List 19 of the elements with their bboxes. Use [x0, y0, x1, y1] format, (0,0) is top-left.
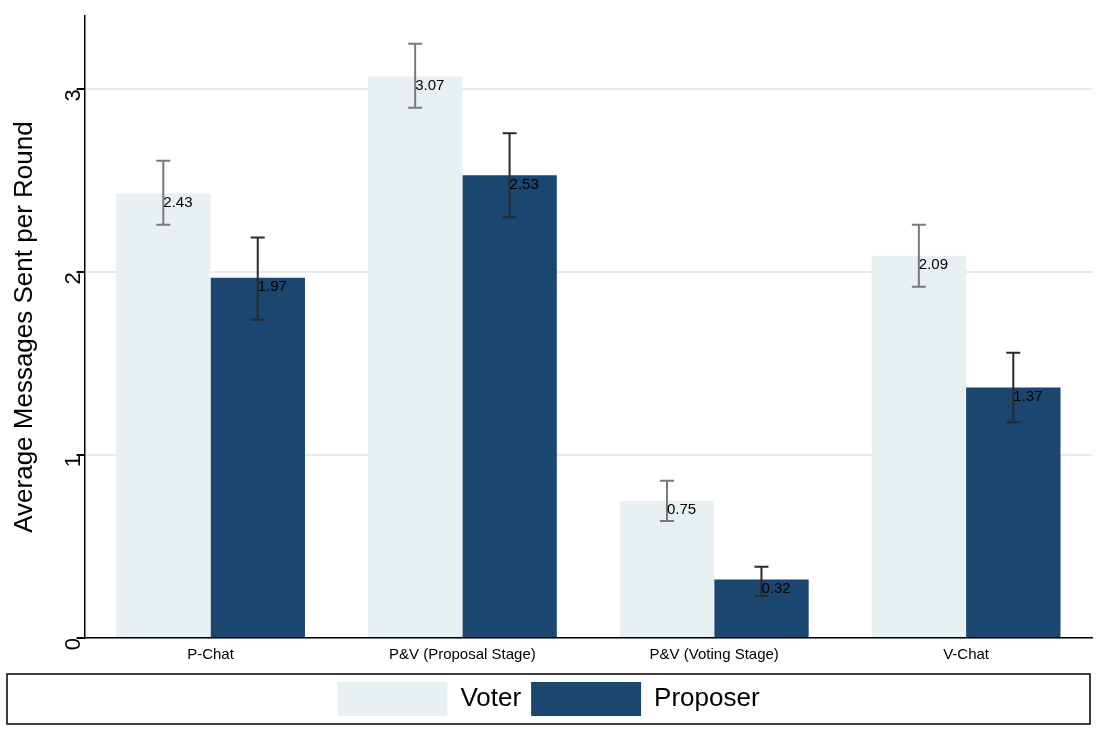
data-label: 0.32 — [761, 579, 791, 597]
data-label: 2.53 — [509, 174, 539, 192]
legend-label: Voter — [460, 682, 522, 713]
x-tick-label: V-Chat — [943, 645, 990, 663]
data-label: 2.09 — [918, 255, 949, 273]
x-tick-label: P&V (Voting Stage) — [649, 645, 779, 663]
x-tick-label: P&V (Proposal Stage) — [389, 645, 536, 663]
data-label: 0.75 — [667, 500, 697, 518]
data-label: 3.07 — [415, 76, 445, 94]
y-tick-label: 1 — [59, 455, 85, 468]
y-tick-label: 3 — [59, 89, 85, 102]
data-label: 2.43 — [163, 193, 193, 211]
y-tick-label: 2 — [59, 272, 85, 285]
y-tick-label: 0 — [59, 638, 85, 651]
y-axis-title: Average Messages Sent per Round — [7, 121, 38, 533]
data-label: 1.37 — [1013, 387, 1043, 405]
legend-label: Proposer — [654, 682, 760, 713]
data-label: 1.97 — [257, 277, 287, 295]
x-tick-label: P-Chat — [187, 645, 235, 663]
